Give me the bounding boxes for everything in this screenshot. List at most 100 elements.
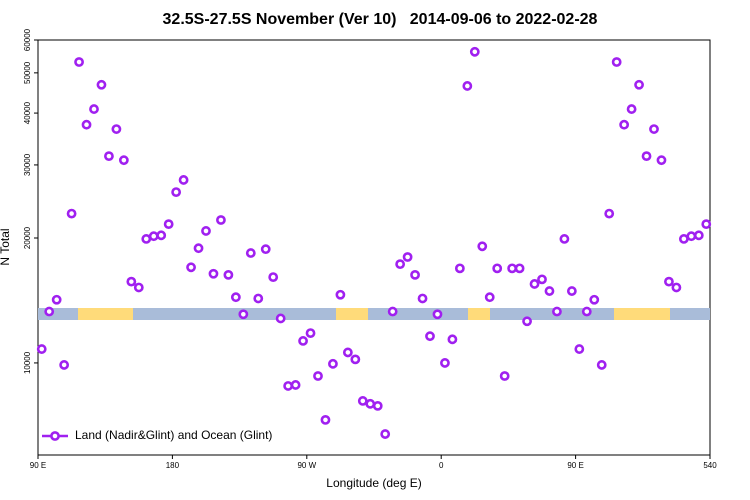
point	[604, 208, 615, 219]
y-tick-label: 20000	[23, 226, 32, 249]
x-tick-label: 0	[439, 461, 444, 470]
point	[484, 292, 495, 303]
ocean-band	[38, 308, 710, 320]
point	[626, 104, 637, 114]
point	[402, 252, 413, 262]
point	[649, 124, 659, 134]
point	[208, 268, 219, 279]
point	[574, 344, 585, 354]
land-band	[78, 308, 133, 320]
point	[417, 293, 428, 304]
x-tick-label: 90 W	[297, 461, 316, 470]
point	[59, 360, 70, 370]
point	[686, 231, 697, 242]
point	[701, 219, 712, 230]
surface-band	[38, 308, 710, 320]
y-tick-label: 30000	[23, 153, 32, 176]
point	[298, 336, 308, 346]
point	[641, 151, 652, 162]
x-tick-label: 90 E	[567, 461, 583, 470]
point	[126, 276, 137, 287]
x-tick-label: 90 E	[30, 461, 46, 470]
point	[552, 306, 562, 317]
point	[559, 234, 570, 244]
point	[462, 81, 473, 91]
point	[201, 226, 211, 236]
point	[447, 334, 458, 345]
point	[372, 400, 383, 411]
point	[253, 293, 264, 304]
point	[425, 331, 435, 342]
x-axis-label: Longitude (deg E)	[326, 476, 421, 490]
point	[395, 259, 406, 270]
point	[275, 313, 286, 324]
legend-marker	[50, 431, 60, 441]
point	[216, 215, 226, 225]
legend-label: Land (Nadir&Glint) and Ocean (Glint)	[75, 428, 272, 442]
point	[163, 219, 174, 230]
point	[671, 282, 682, 293]
point	[156, 230, 167, 241]
point	[566, 286, 577, 296]
point	[477, 241, 488, 252]
point	[342, 347, 353, 358]
point	[104, 151, 114, 162]
point	[118, 155, 129, 166]
point	[581, 306, 592, 317]
plot-frame	[37, 39, 711, 456]
point	[96, 79, 107, 90]
point	[656, 155, 667, 166]
point	[469, 46, 480, 57]
point	[178, 175, 189, 185]
point	[141, 234, 152, 244]
chart-title: 32.5S-27.5S November (Ver 10) 2014-09-06…	[163, 11, 598, 28]
point	[693, 230, 704, 241]
point	[357, 396, 368, 406]
land-band	[468, 308, 490, 320]
point	[328, 358, 338, 369]
point	[223, 269, 234, 280]
point	[664, 276, 674, 287]
y-axis-label: N Total	[0, 228, 12, 265]
x-tick-label: 540	[703, 461, 717, 470]
point	[66, 208, 77, 219]
point	[380, 429, 391, 439]
point	[51, 294, 62, 305]
land-band	[614, 308, 670, 320]
point	[365, 398, 376, 409]
point	[268, 272, 279, 283]
point	[440, 358, 450, 368]
point	[305, 328, 316, 339]
point	[320, 415, 331, 425]
point	[611, 57, 622, 67]
point	[74, 57, 84, 67]
point	[171, 187, 182, 198]
point	[335, 289, 346, 300]
point	[514, 263, 525, 274]
x-tick-label: 180	[166, 461, 180, 470]
point	[387, 306, 398, 317]
point	[410, 269, 420, 280]
point	[238, 309, 249, 320]
point	[133, 282, 144, 293]
point	[537, 274, 547, 285]
point	[634, 79, 644, 90]
point	[186, 262, 196, 273]
land-band	[336, 308, 368, 320]
point	[230, 292, 241, 303]
point	[81, 119, 92, 130]
point	[283, 381, 294, 391]
point	[589, 294, 600, 305]
point	[44, 306, 55, 317]
point	[507, 263, 518, 274]
y-tick-label: 60000	[23, 28, 32, 51]
y-tick-label: 10000	[23, 351, 32, 374]
point	[596, 360, 607, 370]
point	[499, 371, 510, 381]
point	[245, 248, 256, 258]
point	[678, 234, 689, 244]
point	[111, 124, 122, 134]
point	[454, 263, 465, 274]
point	[619, 119, 630, 130]
